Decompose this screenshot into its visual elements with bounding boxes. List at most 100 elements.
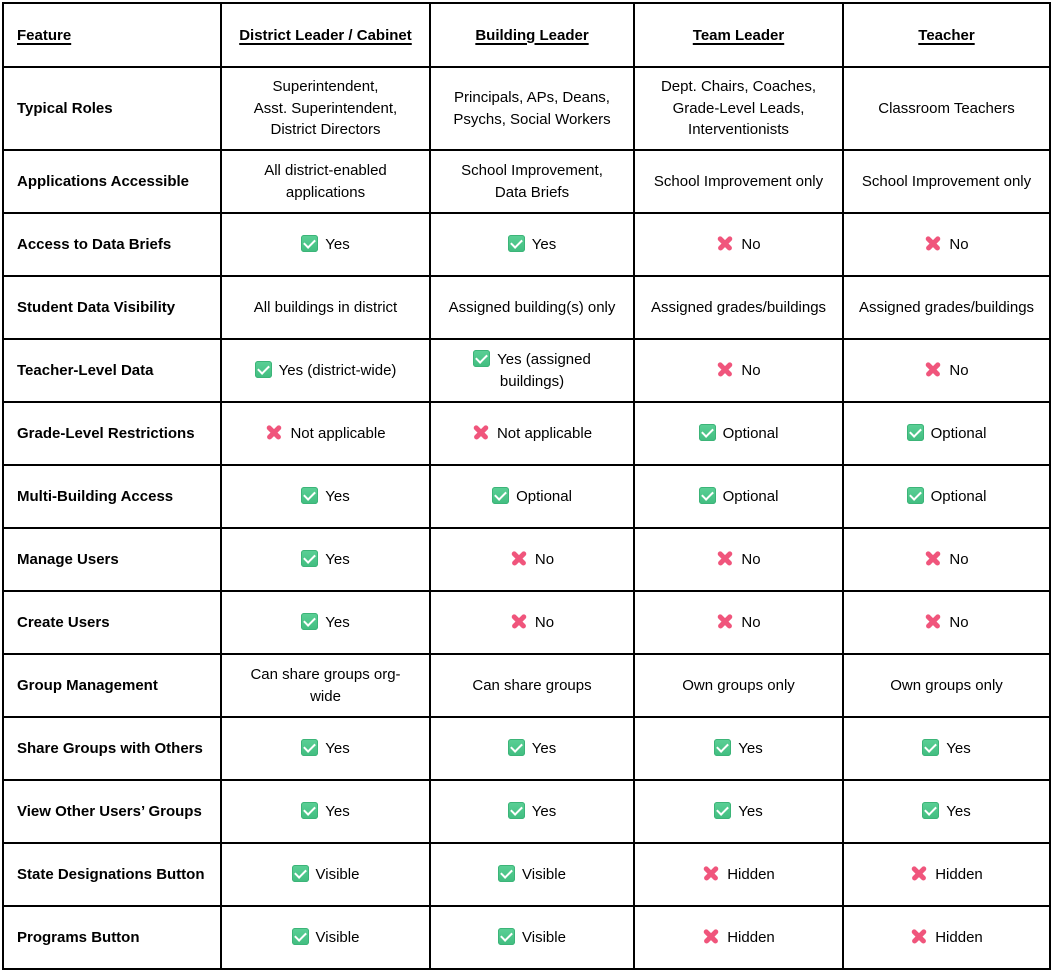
column-header-district-leader-cabinet: District Leader / Cabinet: [220, 2, 431, 68]
cell-text: Assigned grades/buildings: [650, 298, 827, 316]
cell-text: Yes: [531, 235, 557, 253]
cross-icon: [716, 550, 734, 567]
feature-label: Teacher-Level Data: [2, 338, 222, 403]
check-icon: [301, 738, 319, 756]
cell-text: No: [949, 235, 969, 253]
feature-label: Typical Roles: [2, 66, 222, 151]
cross-icon: [716, 361, 734, 378]
cell-text: School Improvement, Data Briefs: [461, 161, 603, 201]
value-cell: No: [842, 590, 1051, 655]
value-cell: Assigned grades/buildings: [842, 275, 1051, 340]
column-header-building-leader: Building Leader: [429, 2, 635, 68]
row-access-to-data-briefs: Access to Data Briefs Yes Yes No No: [2, 212, 1051, 277]
cell-text: Dept. Chairs, Coaches, Grade-Level Leads…: [660, 77, 817, 139]
check-icon: [301, 801, 319, 819]
value-cell: Yes: [429, 212, 635, 277]
cell-text: No: [949, 613, 969, 631]
cell-text: Hidden: [727, 928, 775, 946]
cross-icon: [924, 550, 942, 567]
value-cell: School Improvement, Data Briefs: [429, 149, 635, 214]
feature-label: Access to Data Briefs: [2, 212, 222, 277]
cell-text: No: [741, 550, 761, 568]
value-cell: No: [842, 338, 1051, 403]
check-icon: [498, 864, 516, 882]
check-icon: [498, 927, 516, 945]
check-icon: [698, 486, 716, 504]
value-cell: Optional: [842, 401, 1051, 466]
cell-text: Not applicable: [290, 424, 386, 442]
feature-label: Applications Accessible: [2, 149, 222, 214]
cell-text: Visible: [315, 928, 360, 946]
cell-text: Not applicable: [496, 424, 593, 442]
value-cell: Yes: [220, 590, 431, 655]
row-typical-roles: Typical Roles Superintendent, Asst. Super…: [2, 66, 1051, 151]
cell-text: Yes: [325, 487, 350, 505]
cross-icon: [716, 613, 734, 630]
row-view-other-users-groups: View Other Users’ Groups Yes Yes Yes Yes: [2, 779, 1051, 844]
cell-text: No: [741, 361, 761, 379]
row-teacher-level-data: Teacher-Level Data Yes (district-wide) Yes…: [2, 338, 1051, 403]
cell-text: No: [534, 550, 555, 568]
value-cell: Hidden: [633, 842, 844, 907]
check-icon: [922, 801, 940, 819]
check-icon: [507, 801, 525, 819]
value-cell: Yes: [633, 716, 844, 781]
cell-text: Yes (district-wide): [278, 361, 397, 379]
cell-text: Classroom Teachers: [878, 99, 1015, 117]
value-cell: No: [633, 527, 844, 592]
value-cell: Superintendent, Asst. Superintendent, Di…: [220, 66, 431, 151]
feature-label: Manage Users: [2, 527, 222, 592]
value-cell: No: [633, 338, 844, 403]
value-cell: School Improvement only: [842, 149, 1051, 214]
cell-text: Optional: [930, 424, 987, 442]
cell-text: Yes: [738, 802, 763, 820]
row-share-groups-with-others: Share Groups with Others Yes Yes Yes Yes: [2, 716, 1051, 781]
cell-text: Yes: [325, 739, 350, 757]
check-icon: [301, 486, 319, 504]
value-cell: Optional: [429, 464, 635, 529]
value-cell: Hidden: [633, 905, 844, 970]
value-cell: Visible: [220, 905, 431, 970]
cell-text: Yes: [325, 802, 350, 820]
cell-text: Hidden: [935, 865, 983, 883]
check-icon: [291, 927, 309, 945]
value-cell: Assigned building(s) only: [429, 275, 635, 340]
cell-text: Yes: [531, 802, 557, 820]
feature-label: View Other Users’ Groups: [2, 779, 222, 844]
cell-text: Superintendent, Asst. Superintendent, Di…: [253, 77, 398, 139]
column-header-feature: Feature: [2, 2, 222, 68]
value-cell: Yes: [220, 779, 431, 844]
value-cell: Visible: [429, 842, 635, 907]
cell-text: Hidden: [935, 928, 983, 946]
value-cell: Yes: [429, 779, 635, 844]
feature-label: Create Users: [2, 590, 222, 655]
check-icon: [301, 549, 319, 567]
row-manage-users: Manage Users Yes No No No: [2, 527, 1051, 592]
value-cell: Yes: [220, 212, 431, 277]
row-group-management: Group Management Can share groups org- wi…: [2, 653, 1051, 718]
cell-text: Optional: [722, 424, 779, 442]
cell-text: Yes: [738, 739, 763, 757]
cell-text: Own groups only: [890, 676, 1003, 694]
cell-text: All buildings in district: [253, 298, 398, 316]
cell-text: All district-enabled applications: [264, 161, 387, 201]
value-cell: Yes: [842, 779, 1051, 844]
cell-text: School Improvement only: [653, 172, 824, 190]
cell-text: Can share groups: [472, 676, 592, 694]
cell-text: No: [949, 550, 969, 568]
value-cell: Can share groups org- wide: [220, 653, 431, 718]
cell-text: Can share groups org- wide: [250, 665, 401, 705]
cross-icon: [924, 235, 942, 252]
table-header-row: Feature District Leader / Cabinet Building…: [2, 2, 1051, 68]
value-cell: Optional: [633, 464, 844, 529]
row-programs-button: Programs Button Visible Visible Hidden Hidde…: [2, 905, 1051, 970]
value-cell: Not applicable: [220, 401, 431, 466]
value-cell: No: [429, 590, 635, 655]
value-cell: No: [842, 212, 1051, 277]
check-icon: [906, 423, 924, 441]
cell-text: Own groups only: [682, 676, 795, 694]
cross-icon: [510, 613, 528, 630]
value-cell: Yes: [633, 779, 844, 844]
